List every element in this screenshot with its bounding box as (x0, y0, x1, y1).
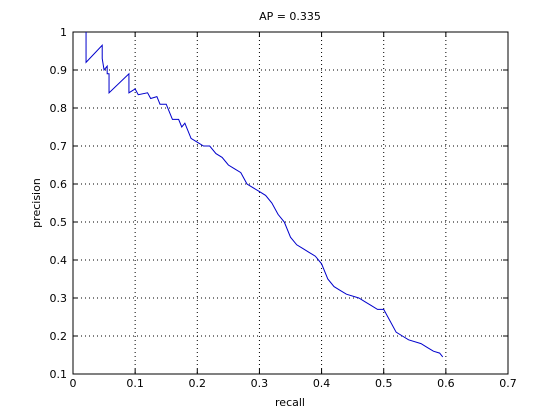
y-tick-label: 0.6 (50, 178, 68, 191)
y-tick-label: 0.1 (50, 368, 68, 381)
y-tick-label: 0.4 (50, 254, 68, 267)
x-tick-label: 0.1 (126, 377, 144, 390)
y-tick-label: 0.8 (50, 102, 68, 115)
x-tick-label: 0.5 (375, 377, 393, 390)
x-tick-label: 0.7 (499, 377, 517, 390)
x-tick-label: 0 (70, 377, 77, 390)
y-tick-label: 0.9 (50, 64, 68, 77)
pr-curve (85, 32, 444, 358)
y-axis-label: precision (30, 178, 43, 228)
x-tick-label: 0.2 (189, 377, 207, 390)
y-tick-label: 0.7 (50, 140, 68, 153)
y-tick-label: 0.5 (50, 216, 68, 229)
y-tick-label: 0.2 (50, 330, 68, 343)
x-tick-label: 0.6 (437, 377, 455, 390)
x-axis-label: recall (275, 396, 305, 409)
y-tick-label: 1 (60, 26, 67, 39)
chart-title: AP = 0.335 (259, 10, 321, 23)
x-tick-label: 0.3 (251, 377, 269, 390)
axes-box (72, 31, 509, 375)
x-tick-label: 0.4 (313, 377, 331, 390)
y-tick-label: 0.3 (50, 292, 68, 305)
